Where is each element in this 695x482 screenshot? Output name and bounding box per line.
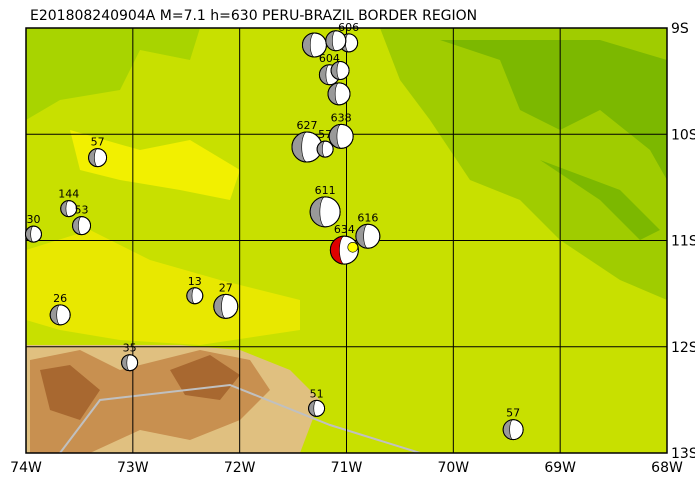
depth-label: 35 [123, 342, 137, 355]
depth-label: 53 [75, 204, 89, 217]
depth-label: 634 [334, 223, 355, 236]
focal-mechanism [316, 140, 334, 158]
focal-mechanism [329, 235, 359, 265]
beachball-outline [186, 287, 204, 305]
focal-mechanism [121, 354, 139, 372]
depth-label: 30 [26, 213, 40, 226]
lon-label: 74W [10, 460, 42, 476]
depth-label: 57 [91, 136, 105, 149]
beachball-outline [355, 223, 381, 249]
lat-label: 11S [671, 234, 695, 250]
focal-mechanism [328, 123, 354, 149]
beachball-outline [330, 61, 350, 80]
beachball-outline [316, 140, 334, 158]
lon-label: 73W [117, 460, 149, 476]
beachball-outline [329, 235, 359, 265]
depth-label: 57 [318, 128, 332, 141]
beachball-outline [309, 196, 341, 228]
focal-mechanism [213, 293, 239, 319]
focal-mechanism [502, 419, 524, 441]
focal-mechanism [72, 216, 92, 236]
lat-label: 10S [671, 127, 695, 143]
lat-label: 9S [671, 21, 689, 37]
beachball-outline [88, 148, 108, 168]
beachball-outline [502, 419, 524, 441]
lat-label: 13S [671, 446, 695, 462]
depth-label: 13 [188, 275, 202, 288]
beachball-outline [24, 225, 42, 243]
beachball-outline [49, 304, 71, 326]
focal-mechanism [327, 82, 351, 106]
beachball-outline [121, 354, 139, 372]
focal-mechanism [60, 200, 78, 218]
beachball-outline [72, 216, 92, 236]
lon-label: 70W [437, 460, 469, 476]
beachball-outline [213, 293, 239, 319]
depth-label: 27 [219, 281, 233, 294]
depth-label: 611 [315, 184, 336, 197]
depth-label: 604 [319, 52, 340, 65]
focal-mechanism [291, 131, 323, 163]
focal-mechanism [301, 32, 327, 58]
lat-label: 12S [671, 340, 695, 356]
title: E201808240904A M=7.1 h=630 PERU-BRAZIL B… [30, 8, 477, 24]
focal-mechanism [308, 399, 326, 417]
lon-label: 72W [224, 460, 256, 476]
beachball-outline [325, 30, 347, 52]
depth-label: 26 [53, 292, 67, 305]
focal-mechanism [330, 61, 350, 80]
focal-mechanism [49, 304, 71, 326]
beachball-outline [327, 82, 351, 106]
lon-label: 68W [651, 460, 683, 476]
lon-label: 71W [331, 460, 363, 476]
focal-mechanism [355, 223, 381, 249]
focal-mechanism [309, 196, 341, 228]
lon-label: 69W [544, 460, 576, 476]
epicenter [347, 241, 359, 253]
depth-label: 638 [331, 111, 352, 124]
depth-label: 57 [506, 407, 520, 420]
focal-mechanism [24, 225, 42, 243]
depth-label: 616 [357, 211, 378, 224]
focal-mechanism [88, 148, 108, 168]
beachball-outline [308, 399, 326, 417]
beachball-outline [60, 200, 78, 218]
depth-label: 51 [310, 387, 324, 400]
depth-label: 144 [58, 188, 79, 201]
beachball-outline [328, 123, 354, 149]
depth-label: 627 [296, 119, 317, 132]
focal-mechanism [186, 287, 204, 305]
focal-mechanism [325, 30, 347, 52]
depth-label: 606 [338, 21, 359, 34]
